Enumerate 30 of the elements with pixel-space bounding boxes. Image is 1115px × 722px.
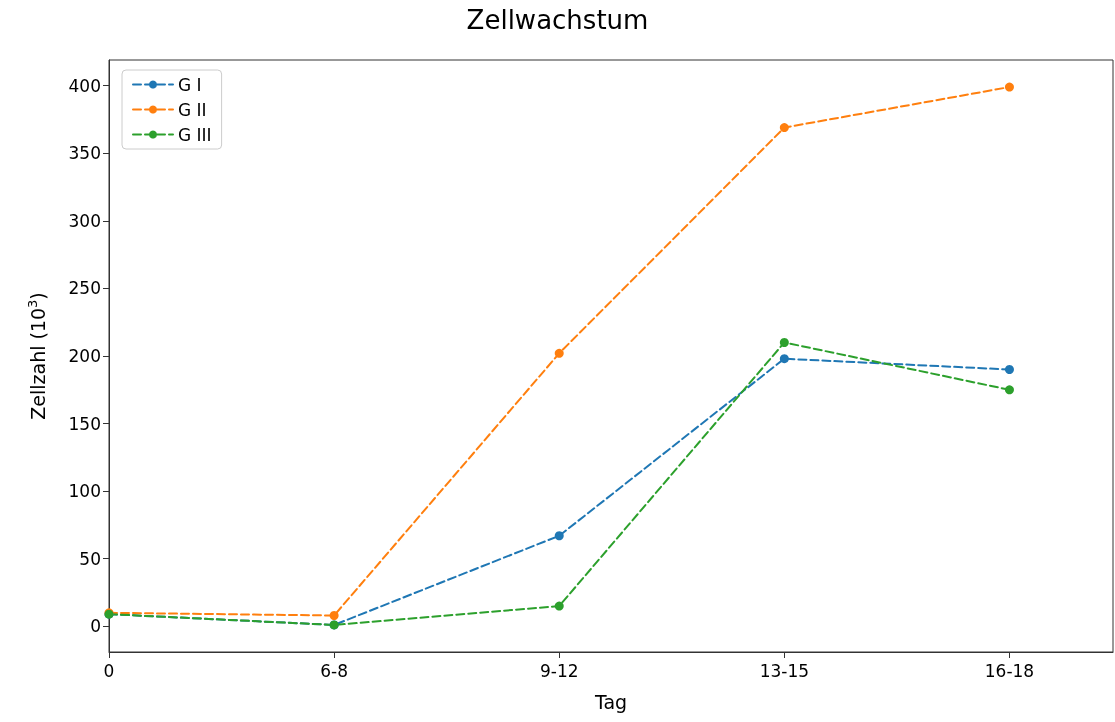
y-tick-label: 50	[79, 548, 101, 569]
point	[779, 354, 789, 364]
point	[329, 611, 339, 620]
point	[1004, 385, 1014, 395]
x-tick-label: 13-15	[759, 660, 810, 681]
x-tick-label: 9-12	[539, 660, 579, 681]
chart-title: Zellwachstum	[466, 5, 649, 35]
x-tick-label: 0	[103, 660, 115, 681]
y-axis-title: Zellzahl (103)	[25, 292, 49, 420]
point	[779, 337, 789, 347]
point	[554, 601, 564, 611]
point	[1004, 82, 1014, 92]
legend-label: G II	[178, 99, 207, 120]
x-axis-title: Tag	[593, 690, 628, 713]
y-tick-label: 200	[68, 346, 101, 366]
point	[1004, 365, 1014, 375]
point	[554, 348, 564, 358]
y-tick-label: 150	[68, 413, 101, 434]
x-tick-label: 6-8	[320, 660, 348, 681]
y-tick-label: 350	[68, 143, 101, 164]
y-tick-label: 400	[68, 75, 101, 96]
y-tick-label: 100	[68, 481, 101, 502]
y-tick-label: 0	[90, 616, 101, 637]
y-tick-label: 300	[68, 210, 101, 231]
point	[779, 123, 789, 133]
legend-label: G I	[178, 74, 202, 95]
x-tick-label: 16-18	[984, 660, 1035, 681]
y-tick-label: 250	[68, 278, 101, 299]
legend-label: G III	[178, 124, 212, 145]
point	[554, 531, 564, 541]
